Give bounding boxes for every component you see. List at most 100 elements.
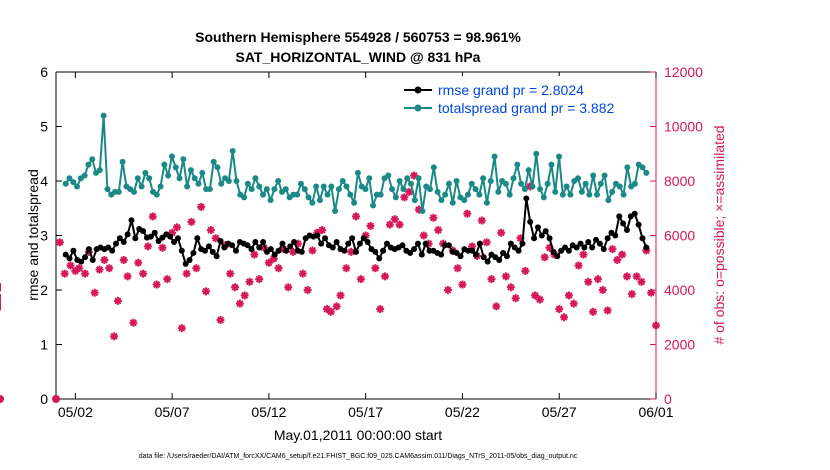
y-right-tick-label: 8000 xyxy=(664,173,695,189)
obs-point xyxy=(231,283,240,292)
obs-stroke xyxy=(589,308,597,316)
rmse-point xyxy=(418,251,425,258)
obs-stroke xyxy=(454,264,462,272)
obs-point xyxy=(182,269,191,278)
rmse-point xyxy=(229,242,236,249)
spread-point xyxy=(487,178,494,184)
obs-stroke xyxy=(478,216,486,225)
y-right-tick-label: 6000 xyxy=(664,228,695,244)
spread-point xyxy=(343,183,350,190)
obs-stroke xyxy=(96,266,104,274)
rmse-point xyxy=(473,251,479,258)
spread-point xyxy=(593,191,600,198)
spread-point xyxy=(100,112,107,119)
obs-point xyxy=(326,307,335,316)
y-left-tick-label: 2 xyxy=(40,282,48,298)
rmse-point xyxy=(484,258,491,265)
obs-point xyxy=(647,288,656,297)
spread-point xyxy=(260,191,267,198)
spread-point xyxy=(320,183,327,190)
x-tick-label: 05/17 xyxy=(348,404,383,420)
spread-point xyxy=(229,148,236,155)
rmse-point xyxy=(233,247,239,254)
obs-stroke xyxy=(531,291,539,299)
legend-swatch-marker xyxy=(414,86,422,94)
obs-point xyxy=(332,302,341,311)
spread-point xyxy=(89,156,96,163)
obs-point xyxy=(487,275,496,284)
obs-stroke xyxy=(647,289,655,297)
rmse-point xyxy=(341,247,348,254)
spread-point xyxy=(540,194,547,201)
spread-point xyxy=(354,169,361,176)
obs-stroke xyxy=(391,215,399,223)
obs-stroke xyxy=(400,193,408,201)
obs-stroke xyxy=(434,226,442,234)
rmse-point xyxy=(113,240,119,247)
spread-point xyxy=(525,167,532,174)
obs-point xyxy=(521,266,530,275)
obs-point xyxy=(119,256,128,265)
spread-point xyxy=(392,194,399,201)
legend xyxy=(398,76,648,120)
obs-stroke xyxy=(260,244,268,252)
obs-stroke xyxy=(483,238,491,246)
rmse-point xyxy=(78,258,85,265)
spread-point xyxy=(187,167,194,174)
rmse-point xyxy=(151,229,158,236)
obs-point xyxy=(622,272,631,281)
rmse-point xyxy=(600,246,607,253)
rmse-point xyxy=(167,233,174,240)
spread-point xyxy=(66,175,73,182)
obs-stroke xyxy=(371,264,379,272)
obs-stroke xyxy=(357,275,365,283)
y-axis-left: 0 1 2 3 4 5 6 xyxy=(40,64,62,407)
spread-point xyxy=(597,180,604,187)
obs-stroke xyxy=(463,210,471,218)
rmse-point xyxy=(585,239,592,246)
obs-point xyxy=(152,280,161,289)
obs-point xyxy=(579,250,588,259)
rmse-point xyxy=(186,257,193,264)
obs-stroke xyxy=(56,238,64,246)
spread-point xyxy=(472,186,479,193)
obs-stroke xyxy=(255,275,263,283)
obs-point xyxy=(371,264,380,273)
x-tick-label: 05/22 xyxy=(445,404,480,420)
rmse-point xyxy=(380,247,387,254)
spread-point xyxy=(119,158,126,165)
spread-point xyxy=(134,175,141,182)
obs-stroke xyxy=(468,242,476,250)
obs-stroke xyxy=(594,275,602,283)
rmse-point xyxy=(604,235,611,242)
rmse-point xyxy=(457,253,464,260)
spread-point xyxy=(521,186,528,193)
spread-point xyxy=(605,197,612,204)
spread-point xyxy=(130,188,137,195)
y-right-tick-label: 0 xyxy=(664,391,672,407)
spread-point xyxy=(153,191,160,198)
spread-point xyxy=(495,188,502,195)
spread-point xyxy=(533,150,540,157)
rmse-point xyxy=(271,251,278,258)
spread-point xyxy=(309,199,316,206)
obs-stroke xyxy=(207,226,215,234)
rmse-point xyxy=(128,217,135,224)
spread-point xyxy=(85,161,92,168)
spread-point xyxy=(449,199,456,206)
spread-point xyxy=(313,183,320,190)
obs-stroke xyxy=(396,221,404,229)
spread-point xyxy=(96,167,103,174)
x-axis-label: May.01,2011 00:00:00 start xyxy=(274,427,442,443)
spread-point xyxy=(263,186,270,193)
rmse-point xyxy=(82,254,89,261)
rmse-point xyxy=(291,239,298,246)
spread-point xyxy=(400,186,407,193)
rmse-point xyxy=(411,246,418,253)
rmse-point xyxy=(116,235,123,242)
obs-stroke xyxy=(250,251,258,259)
obs-point xyxy=(560,313,569,322)
rmse-point xyxy=(120,239,127,246)
y-left-tick-label: 1 xyxy=(40,337,48,353)
spread-point xyxy=(389,186,396,193)
